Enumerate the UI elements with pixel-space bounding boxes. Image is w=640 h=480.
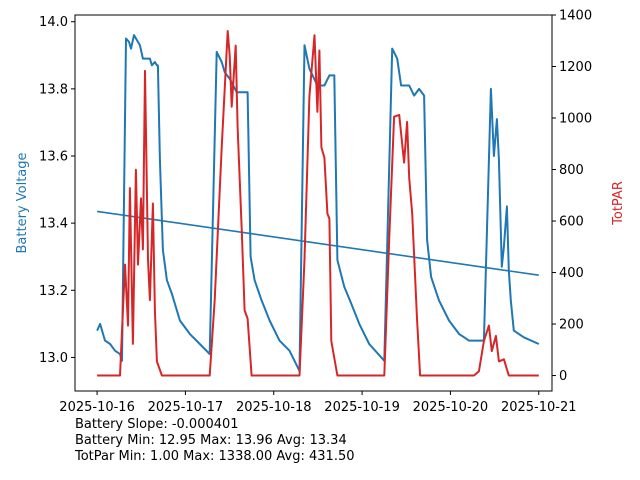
right-y-tick-label: 1400 xyxy=(559,9,592,24)
left-y-tick-label: 13.8 xyxy=(39,82,68,97)
series-totpar xyxy=(97,30,539,377)
x-tick-label: 2025-10-20 xyxy=(413,400,489,415)
right-y-tick-label: 0 xyxy=(559,369,567,384)
battery-stats-text: Battery Min: 12.95 Max: 13.96 Avg: 13.34 xyxy=(75,433,347,448)
stats-block: Battery Slope: -0.000401 Battery Min: 12… xyxy=(75,417,355,465)
battery-slope-text: Battery Slope: -0.000401 xyxy=(75,417,239,432)
x-tick-label: 2025-10-18 xyxy=(236,400,312,415)
plot-frame xyxy=(74,14,553,392)
totpar-stats-text: TotPar Min: 1.00 Max: 1338.00 Avg: 431.5… xyxy=(75,449,355,464)
right-y-tick-label: 200 xyxy=(559,318,584,333)
right-y-tick-label: 800 xyxy=(559,163,584,178)
left-y-tick-label: 13.4 xyxy=(39,217,68,232)
x-tick-label: 2025-10-19 xyxy=(324,400,400,415)
right-y-tick-label: 1200 xyxy=(559,60,592,75)
right-y-tick-label: 400 xyxy=(559,266,584,281)
left-axis-label: Battery Voltage xyxy=(15,152,30,253)
right-y-tick-label: 600 xyxy=(559,215,584,230)
x-tick-label: 2025-10-16 xyxy=(59,400,135,415)
left-y-tick-label: 13.0 xyxy=(39,351,68,366)
x-tick-label: 2025-10-21 xyxy=(501,400,577,415)
right-axis-label: TotPAR xyxy=(611,181,626,226)
right-y-tick-label: 1000 xyxy=(559,112,592,127)
left-y-tick-label: 14.0 xyxy=(39,15,68,30)
series-battery-trend xyxy=(96,210,539,276)
left-y-tick-label: 13.2 xyxy=(39,284,68,299)
x-tick-label: 2025-10-17 xyxy=(148,400,224,415)
left-y-tick-label: 13.6 xyxy=(39,150,68,165)
